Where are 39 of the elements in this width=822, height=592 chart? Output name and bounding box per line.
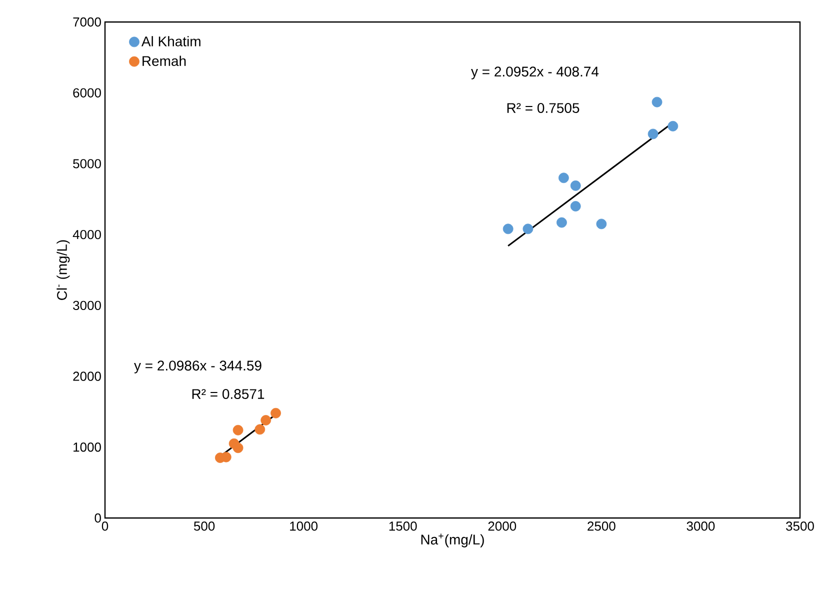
point [558,172,569,184]
annotation: R² = 0.7505 [507,103,580,113]
point [556,217,567,228]
y-tick-label: 7000 [73,17,101,27]
x-tick-label: 3500 [786,522,814,531]
point [570,201,581,212]
legend-label: Remah [142,56,186,66]
point [260,415,272,426]
point [668,120,678,132]
x-tick-label: 0 [102,522,108,531]
x-axis-title: Na$^{+}$(mg/L) [421,534,484,548]
x-tick-label: 500 [194,522,215,531]
point [648,128,658,140]
y-tick-label: 5000 [73,159,101,168]
x-tick-label: 2500 [588,522,616,531]
x-tick-label: 1500 [389,522,417,531]
annotation: y = 2.0952x - 408.74 [471,66,599,80]
point [522,224,534,234]
annotation: R² = 0.8571 [192,389,264,399]
point [232,442,244,454]
y-axis-title: Cl$^{-}$ (mg/L) [56,240,70,300]
x-tick-label: 3000 [686,522,715,531]
point [254,424,266,435]
point [596,218,607,230]
y-tick-label: 1000 [74,442,101,452]
x-tick-label: 2000 [488,522,516,531]
y-tick-label: 3000 [73,300,101,310]
y-tick-label: 6000 [73,88,101,98]
y-tick-label: 0 [94,513,101,523]
point [270,408,281,418]
point [502,224,514,234]
point [232,424,244,436]
annotation: y = 2.0986x - 344.59 [134,360,262,374]
point [652,96,662,108]
y-tick-label: 2000 [73,372,101,381]
legend-label: Al Khatim [141,36,200,46]
x-tick-label: 1000 [290,522,318,531]
y-tick-label: 4000 [72,230,101,240]
point [570,180,581,191]
